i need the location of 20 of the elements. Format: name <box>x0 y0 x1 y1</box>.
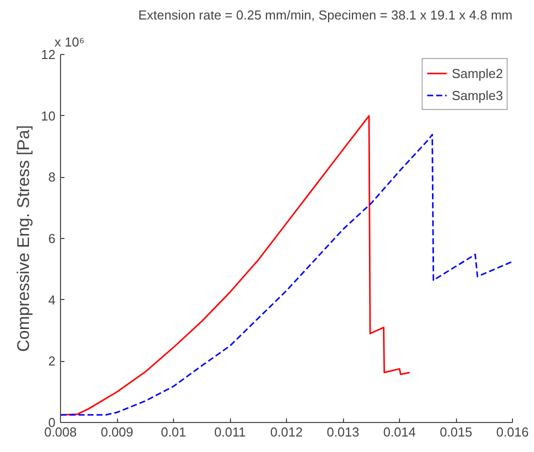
x-tick-label: 0.015 <box>440 424 472 440</box>
y-tick-label: 2 <box>48 354 56 369</box>
legend-label: Sample2 <box>452 66 503 80</box>
x-tick-label: 0.011 <box>214 424 246 440</box>
y-tick-label: 4 <box>48 292 56 308</box>
x-tick-label: 0.016 <box>496 424 529 440</box>
y-tick-label: 12 <box>41 47 56 62</box>
legend-label: Sample3 <box>452 88 503 102</box>
line-series <box>60 134 512 416</box>
x-tick-label: 0.012 <box>270 424 303 440</box>
x-tick-label: 0.014 <box>383 424 416 440</box>
y-axis-title: Compressive Eng. Stress [Pa] <box>14 125 34 352</box>
y-tick-label: 8 <box>48 170 56 185</box>
x-tick-label: 0.01 <box>160 424 186 440</box>
text: x 10⁶ <box>54 34 84 50</box>
chart-title: Extension rate = 0.25 mm/min, Specimen = 38.1 x 19.1 x 4.8 mm <box>138 8 513 22</box>
x-tick-label: 0.013 <box>326 424 360 440</box>
x-tick-label: 0.009 <box>100 424 134 440</box>
y-tick-label: 6 <box>48 231 56 246</box>
y-tick-label: 10 <box>41 108 56 124</box>
